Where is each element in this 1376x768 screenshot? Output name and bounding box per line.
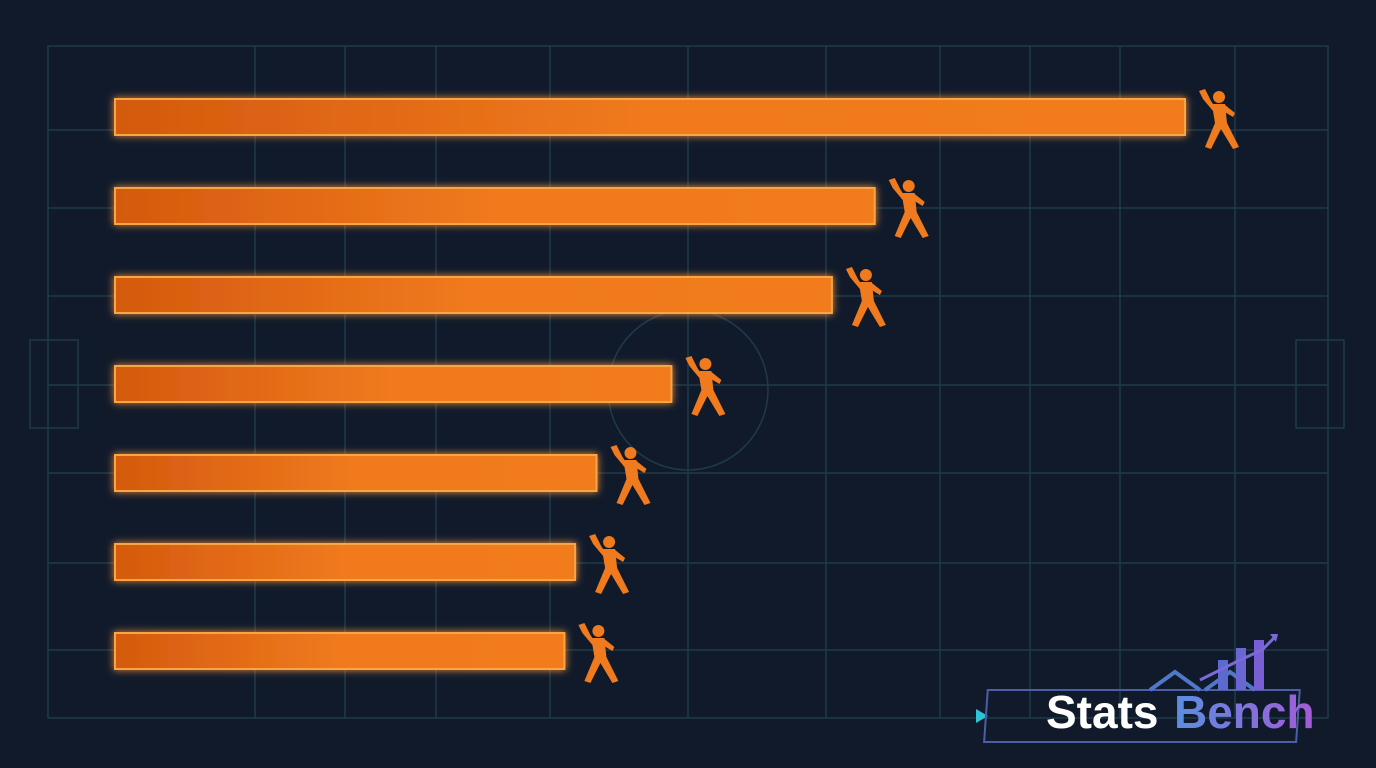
player-body (589, 534, 630, 594)
player-icon (845, 267, 886, 327)
player-icon (578, 623, 619, 683)
bar (114, 543, 577, 581)
player-body (888, 178, 929, 238)
bar (114, 276, 833, 314)
player-icon (610, 445, 651, 505)
x-axis-arrow (976, 709, 988, 723)
logo-text-bench: Bench (1174, 686, 1315, 738)
player-icon (1199, 89, 1239, 149)
player-body (610, 445, 651, 505)
player-icon (888, 178, 929, 238)
logo: Stats Bench (983, 634, 1315, 743)
player-arm (634, 461, 647, 473)
bar (114, 365, 673, 403)
player-head (603, 536, 616, 548)
player-body (845, 267, 886, 327)
player-arm (869, 283, 882, 295)
player-head (624, 447, 637, 459)
player-head (699, 358, 712, 370)
bar (114, 454, 598, 492)
player-arm (912, 194, 925, 206)
player-arm (709, 372, 722, 384)
player-head (592, 625, 605, 637)
player-head (902, 180, 915, 192)
player-arm (613, 550, 626, 562)
bar (114, 98, 1186, 136)
player-icon (589, 534, 630, 594)
player-body (685, 356, 726, 416)
player-icon (685, 356, 726, 416)
player-body (578, 623, 619, 683)
bar (114, 632, 566, 670)
player-head (1213, 91, 1225, 103)
player-body (1199, 89, 1239, 149)
player-head (859, 269, 872, 281)
player-arm (602, 639, 615, 651)
player-arm (1223, 105, 1235, 117)
logo-text-stats: Stats (1046, 686, 1158, 738)
bar (114, 187, 876, 225)
